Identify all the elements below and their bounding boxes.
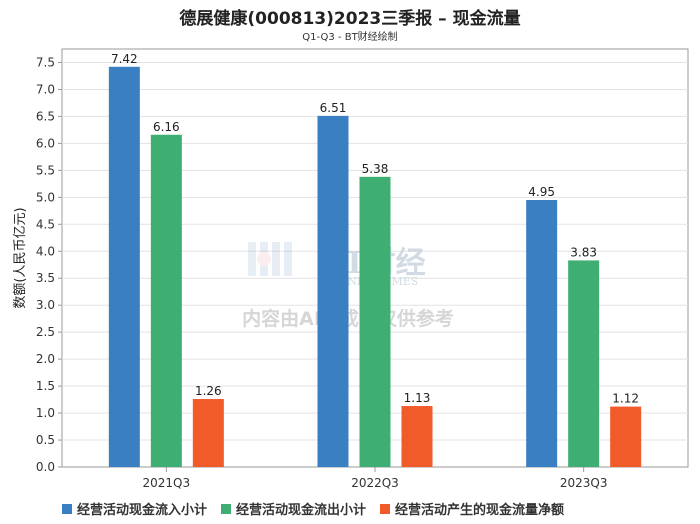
legend-swatch bbox=[380, 503, 391, 514]
y-tick-label: 7.5 bbox=[36, 55, 55, 69]
y-tick-label: 2.5 bbox=[36, 325, 55, 339]
x-tick-label: 2022Q3 bbox=[351, 476, 399, 490]
y-tick-label: 6.5 bbox=[36, 109, 55, 123]
data-label: 4.95 bbox=[528, 185, 555, 199]
data-label: 5.38 bbox=[362, 162, 389, 176]
x-axis: 2021Q3 2022Q3 2023Q3 bbox=[143, 467, 608, 490]
legend-label: 经营活动现金流出小计 bbox=[236, 503, 367, 518]
watermark-logo-icon bbox=[248, 242, 292, 276]
y-tick-label: 2.0 bbox=[36, 352, 55, 366]
legend-item: 经营活动产生的现金流量净额 bbox=[380, 499, 564, 518]
legend-swatch bbox=[62, 503, 72, 514]
bar bbox=[359, 176, 391, 468]
data-label: 6.51 bbox=[320, 101, 347, 115]
y-tick-label: 4.5 bbox=[36, 217, 55, 231]
data-label: 7.42 bbox=[111, 52, 138, 66]
data-label: 1.12 bbox=[612, 392, 639, 406]
bar bbox=[610, 406, 642, 467]
y-tick-label: 0.5 bbox=[36, 433, 55, 447]
legend-swatch bbox=[221, 503, 232, 514]
x-tick-label: 2023Q3 bbox=[560, 476, 608, 490]
bar bbox=[317, 115, 349, 467]
y-tick-label: 1.0 bbox=[36, 406, 55, 420]
x-tick-label: 2021Q3 bbox=[143, 476, 191, 490]
y-tick-label: 3.5 bbox=[36, 271, 55, 285]
data-label: 1.13 bbox=[404, 391, 431, 405]
chart-title: 德展健康(000813)2023三季报 – 现金流量 bbox=[179, 9, 521, 29]
bar bbox=[108, 66, 140, 467]
legend-item: 经营活动现金流出小计 bbox=[221, 499, 366, 518]
legend: 经营活动现金流入小计 经营活动现金流出小计 经营活动产生的现金流量净额 bbox=[62, 499, 564, 518]
legend-item: 经营活动现金流入小计 bbox=[62, 499, 207, 518]
bar bbox=[526, 200, 558, 467]
bar bbox=[192, 399, 224, 467]
y-tick-label: 1.5 bbox=[36, 379, 55, 393]
chart-subtitle: Q1-Q3 - BT财经绘制 bbox=[302, 32, 398, 43]
legend-label: 经营活动产生的现金流量净额 bbox=[395, 503, 565, 518]
data-label: 3.83 bbox=[570, 245, 597, 259]
y-tick-label: 0.0 bbox=[36, 460, 55, 474]
bar bbox=[150, 134, 182, 467]
y-axis-label: 数额(人民币亿元) bbox=[13, 207, 28, 308]
y-tick-label: 5.5 bbox=[36, 163, 55, 177]
bar bbox=[401, 406, 433, 467]
bar bbox=[568, 260, 600, 467]
y-tick-label: 3.0 bbox=[36, 298, 55, 312]
y-tick-label: 5.0 bbox=[36, 190, 55, 204]
y-tick-label: 4.0 bbox=[36, 244, 55, 258]
data-label: 6.16 bbox=[153, 120, 180, 134]
legend-label: 经营活动现金流入小计 bbox=[77, 503, 208, 518]
data-label: 1.26 bbox=[195, 384, 222, 398]
y-tick-label: 7.0 bbox=[36, 82, 55, 96]
y-axis: 0.0 0.5 1.0 1.5 2.0 2.5 3.0 3.5 4.0 4.5 5.0 5.5 6.0 6… bbox=[36, 55, 62, 474]
y-tick-label: 6.0 bbox=[36, 136, 55, 150]
bars: 7.42 6.16 1.26 6.51 5.38 1.13 4.95 3.83 1.12 bbox=[108, 52, 642, 468]
